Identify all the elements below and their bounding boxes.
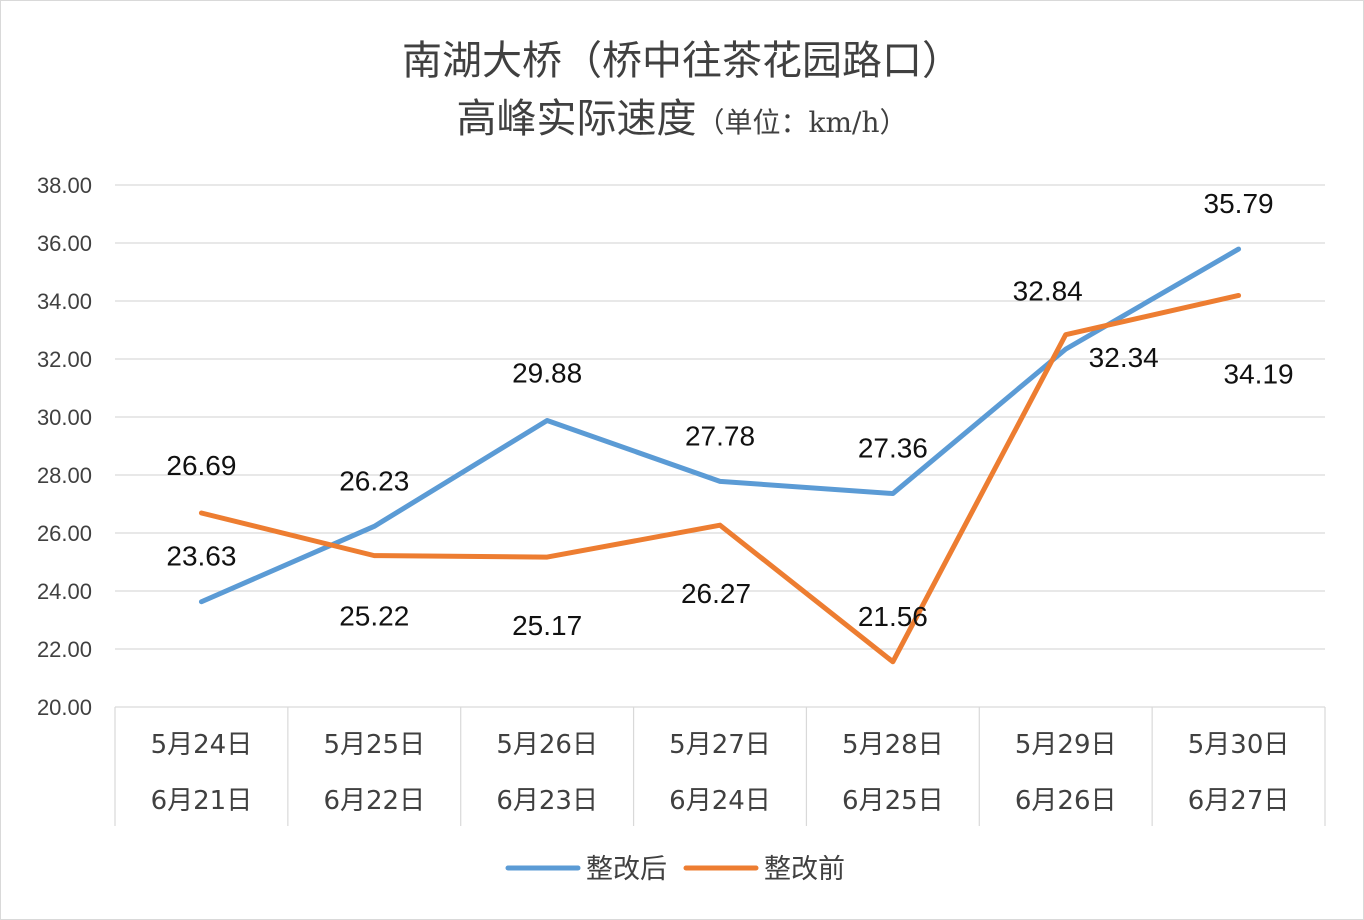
y-tick-label: 36.00 xyxy=(37,231,92,256)
x-tick-label: 5月30日 xyxy=(1188,730,1290,760)
data-label: 32.34 xyxy=(1089,342,1159,373)
y-tick-label: 26.00 xyxy=(37,521,92,546)
legend-label: 整改前 xyxy=(764,854,845,885)
data-label: 26.27 xyxy=(681,578,751,609)
series-line-0 xyxy=(198,246,1242,605)
data-label: 25.17 xyxy=(512,610,582,641)
data-label: 32.84 xyxy=(1013,276,1083,307)
data-label: 29.88 xyxy=(512,357,582,388)
data-label: 26.69 xyxy=(166,450,236,481)
y-tick-label: 32.00 xyxy=(37,347,92,372)
x-tick-label: 5月28日 xyxy=(842,730,944,760)
x-tick-label: 6月26日 xyxy=(1015,786,1117,816)
x-tick-label: 6月22日 xyxy=(323,786,425,816)
data-label: 35.79 xyxy=(1204,188,1274,219)
chart-subtitle: 高峰实际速度（单位：km/h） xyxy=(0,86,1364,144)
x-tick-label: 5月25日 xyxy=(323,730,425,760)
x-tick-label: 6月21日 xyxy=(151,786,253,816)
data-label: 27.36 xyxy=(858,433,928,464)
data-label: 25.22 xyxy=(339,601,409,632)
series-line-1 xyxy=(198,292,1242,665)
y-tick-label: 30.00 xyxy=(37,405,92,430)
y-tick-label: 34.00 xyxy=(37,289,92,314)
legend-label: 整改后 xyxy=(586,854,667,885)
x-tick-label: 6月27日 xyxy=(1188,786,1290,816)
data-label: 26.23 xyxy=(339,465,409,496)
y-tick-label: 24.00 xyxy=(37,579,92,604)
subtitle-unit: （单位：km/h） xyxy=(696,106,908,139)
x-tick-label: 6月25日 xyxy=(842,786,944,816)
y-tick-label: 20.00 xyxy=(37,695,92,720)
y-tick-label: 38.00 xyxy=(37,173,92,198)
y-tick-label: 28.00 xyxy=(37,463,92,488)
data-label: 21.56 xyxy=(858,601,928,632)
x-tick-label: 5月29日 xyxy=(1015,730,1117,760)
y-tick-label: 22.00 xyxy=(37,637,92,662)
chart-title: 南湖大桥（桥中往茶花园路口） xyxy=(402,38,962,84)
x-tick-label: 5月24日 xyxy=(151,730,253,760)
x-tick-label: 6月24日 xyxy=(669,786,771,816)
x-tick-label: 5月27日 xyxy=(669,730,771,760)
x-tick-label: 6月23日 xyxy=(496,786,598,816)
data-label: 34.19 xyxy=(1224,358,1294,389)
data-label: 27.78 xyxy=(685,420,755,451)
data-label: 23.63 xyxy=(166,541,236,572)
subtitle-text: 高峰实际速度 xyxy=(456,96,697,142)
x-tick-label: 5月26日 xyxy=(496,730,598,760)
